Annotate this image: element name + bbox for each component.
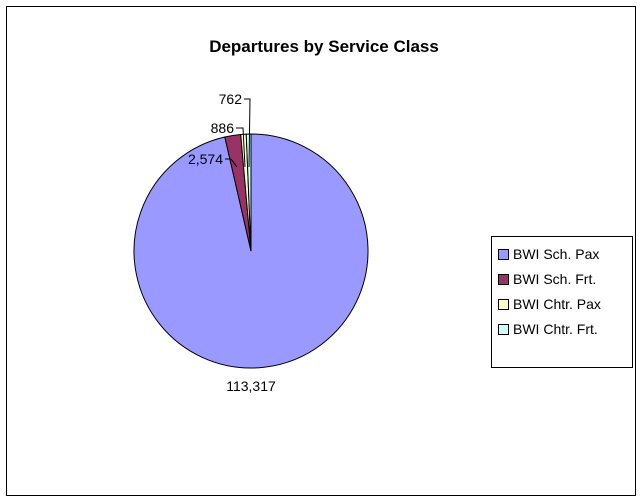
legend-swatch	[498, 248, 509, 260]
legend: BWI Sch. Pax BWI Sch. Frt. BWI Chtr. Pax BW…	[491, 236, 633, 368]
legend-label: BWI Chtr. Frt.	[513, 321, 598, 337]
legend-item-2: BWI Sch. Frt.	[498, 268, 632, 290]
chart-area: Departures by Service Class 113,317 2,574…	[6, 6, 636, 496]
legend-label: BWI Sch. Pax	[513, 246, 600, 262]
pie-slices	[133, 133, 369, 369]
legend-swatch	[498, 323, 509, 335]
chart-title: Departures by Service Class	[209, 37, 439, 56]
legend-swatch	[498, 298, 509, 310]
data-label-4: 762	[219, 91, 243, 107]
data-labels: 113,317 2,574 886 762	[188, 91, 276, 394]
pie-chart: Departures by Service Class 113,317 2,574…	[133, 37, 439, 394]
legend-item-3: BWI Chtr. Pax	[498, 293, 632, 315]
data-label-1: 113,317	[226, 378, 276, 394]
legend-item-4: BWI Chtr. Frt.	[498, 318, 632, 340]
legend-item-1: BWI Sch. Pax	[498, 243, 632, 265]
leader-lines	[225, 98, 251, 168]
pie-slice-4	[245, 133, 252, 252]
leader-line-2	[225, 158, 238, 168]
legend-label: BWI Chtr. Pax	[513, 296, 601, 312]
leader-line-4	[244, 98, 251, 168]
legend-label: BWI Sch. Frt.	[513, 271, 597, 287]
data-label-2: 2,574	[188, 151, 223, 167]
legend-swatch	[498, 273, 509, 285]
leader-line-3	[236, 127, 246, 168]
data-label-3: 886	[211, 120, 235, 136]
